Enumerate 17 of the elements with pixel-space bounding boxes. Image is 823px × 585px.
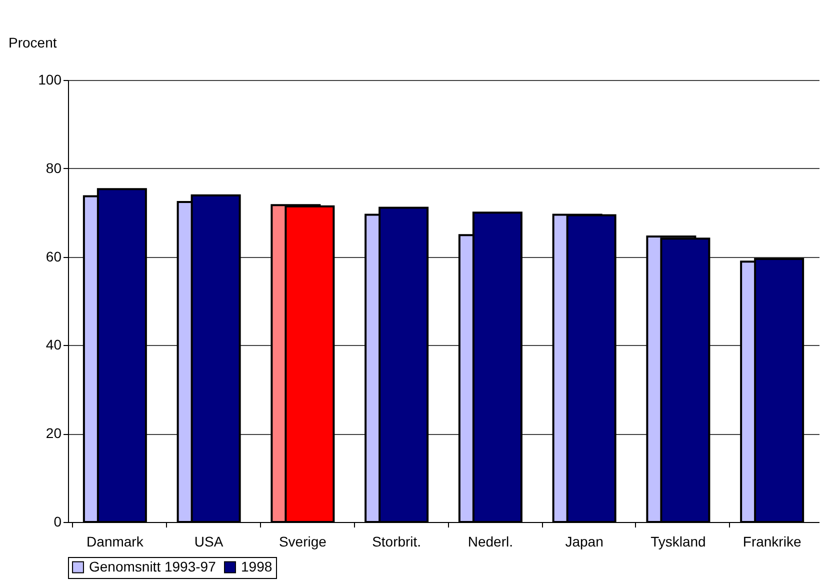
x-tick-label: Sverige (278, 534, 327, 550)
legend-label: 1998 (241, 558, 272, 574)
y-tick-label: 100 (38, 72, 62, 88)
y-tick-label: 40 (46, 336, 62, 353)
y-tick-label: 60 (46, 248, 62, 264)
y-axis-title: Procent (8, 34, 57, 50)
legend-label: Genomsnitt 1993-97 (89, 558, 216, 574)
x-tick-label: Japan (565, 534, 604, 550)
y-tick-label: 0 (54, 514, 62, 530)
y-tick-label: 20 (46, 425, 62, 442)
x-tick-label: Frankrike (742, 534, 802, 550)
y-tick-label: 80 (46, 160, 62, 176)
x-tick-label: Storbrit. (372, 534, 422, 550)
x-tick-label: Tyskland (650, 534, 706, 550)
x-tick-label: Nederl. (468, 534, 514, 550)
x-tick-label: Danmark (86, 534, 144, 550)
x-tick-label: USA (194, 534, 224, 550)
